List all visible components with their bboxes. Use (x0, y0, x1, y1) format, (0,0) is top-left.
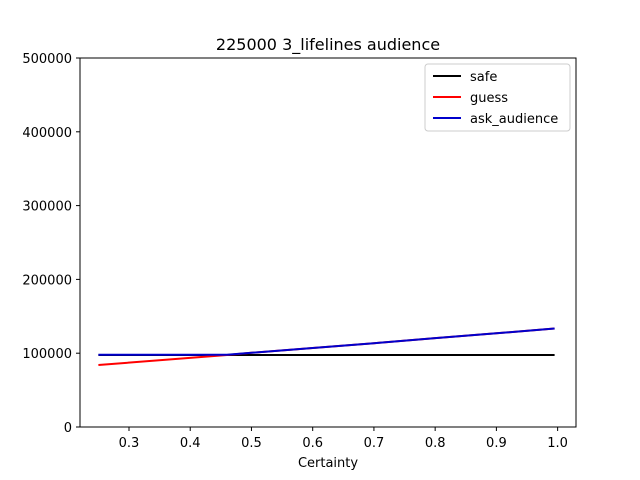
legend: safe guess ask_audience (424, 63, 571, 132)
x-tick-label: 0.4 (180, 436, 201, 451)
legend-label-ask_audience: ask_audience (470, 112, 558, 127)
plot-frame (79, 57, 577, 428)
legend-label-safe: safe (470, 70, 497, 85)
x-axis: 0.3 0.4 0.5 0.6 0.7 0.8 0.9 1.0 (119, 427, 568, 451)
x-tick-label: 1.0 (547, 436, 568, 451)
y-tick-label: 500000 (22, 52, 72, 67)
y-tick-label: 200000 (22, 273, 72, 288)
x-tick-label: 0.9 (486, 436, 507, 451)
chart-title: 225000 3_lifelines audience (216, 35, 440, 55)
x-tick-label: 0.5 (241, 436, 262, 451)
x-tick-label: 0.6 (302, 436, 323, 451)
legend-label-guess: guess (470, 91, 508, 106)
series-line-ask_audience (98, 327, 555, 356)
series-layer (98, 327, 555, 366)
legend-box (424, 63, 571, 132)
y-tick-label: 0 (64, 421, 72, 436)
x-tick-label: 0.3 (119, 436, 140, 451)
x-tick-label: 0.7 (364, 436, 385, 451)
y-tick-label: 100000 (22, 347, 72, 362)
y-axis: 0 100000 200000 300000 400000 500000 (22, 52, 80, 436)
y-tick-label: 400000 (22, 126, 72, 141)
x-axis-label: Certainty (298, 456, 358, 471)
y-tick-label: 300000 (22, 200, 72, 215)
x-tick-label: 0.8 (425, 436, 446, 451)
